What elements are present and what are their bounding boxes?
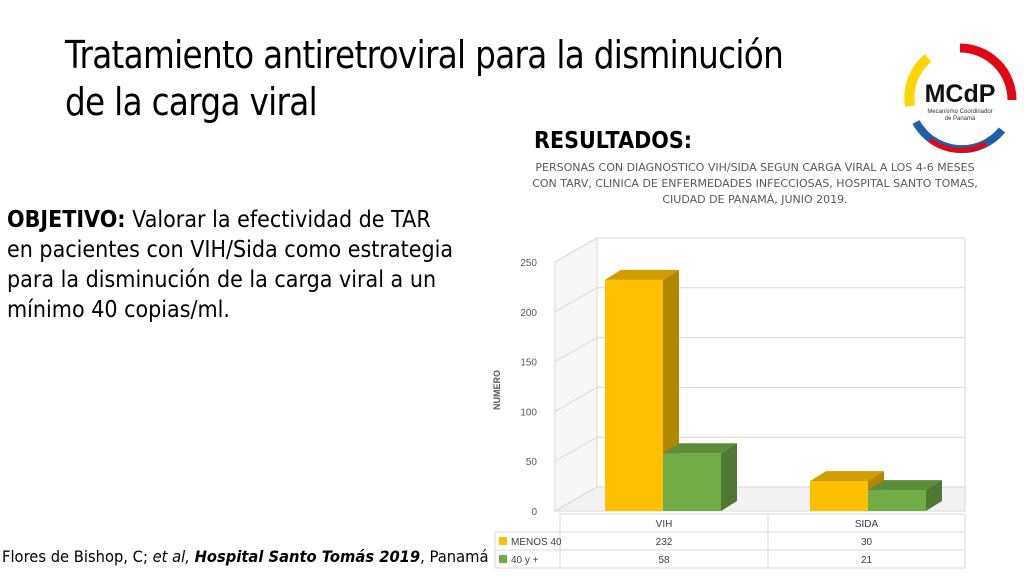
bar-top	[810, 471, 884, 482]
y-tick-label: 100	[520, 407, 537, 418]
logo-blue-arc	[912, 119, 1006, 154]
chart-title-line-2: CON TARV, CLINICA DE ENFERMEDADES INFECC…	[532, 177, 978, 190]
logo-subtitle-2: de Panamá	[945, 116, 976, 122]
x-tick-label: VIH	[656, 519, 673, 530]
data-label: 21	[861, 555, 873, 566]
gridline-50	[554, 436, 965, 462]
legend-label: MENOS 40	[511, 537, 562, 548]
citation: Flores de Bishop, C; et al, Hospital San…	[2, 547, 488, 566]
data-label: 30	[861, 537, 873, 548]
bar-front	[868, 490, 926, 511]
gridline-150	[554, 337, 965, 363]
mcdp-logo: MCdP Mecanismo Coordinador de Panamá	[904, 43, 1017, 154]
slide-title: Tratamiento antiretroviral para la dismi…	[65, 32, 787, 126]
citation-author: Flores de Bishop, C;	[2, 547, 153, 566]
data-label: 58	[658, 555, 670, 566]
gridline-250	[554, 237, 965, 263]
logo-text: MCdP	[925, 80, 996, 108]
legend-swatch	[499, 555, 507, 563]
table-header-row	[559, 513, 966, 533]
table-row	[494, 549, 966, 569]
legend-label: 40 y +	[511, 555, 539, 566]
viral-load-chart: 0 50 100 150 200 250 NUMERO VIH SIDA MENOS 40 232 3…	[492, 237, 966, 569]
citation-source: Hospital Santo Tomás 2019	[194, 547, 421, 566]
logo-subtitle-1: Mecanismo Coordinador	[927, 109, 992, 115]
table-row	[494, 531, 966, 551]
bar-top	[663, 443, 737, 454]
bar-side	[721, 443, 737, 511]
bar-top	[605, 269, 679, 280]
bar-front	[605, 279, 663, 511]
gridline-100	[554, 386, 965, 412]
y-tick-label: 50	[526, 457, 538, 468]
results-heading: RESULTADOS:	[534, 128, 693, 154]
gridline-200	[554, 287, 965, 313]
objective-paragraph: OBJETIVO: Valorar la efectividad de TAR …	[7, 205, 457, 325]
y-tick-label: 150	[520, 358, 537, 369]
title-line-2: de la carga viral	[65, 80, 318, 124]
y-tick-label: 200	[520, 308, 537, 319]
citation-place: , Panamá	[420, 547, 489, 566]
chart-title-line-1: PERSONAS CON DIAGNOSTICO VIH/SIDA SEGUN …	[535, 161, 975, 174]
chart-title: PERSONAS CON DIAGNOSTICO VIH/SIDA SEGUN …	[520, 160, 990, 208]
logo-red-arc	[959, 43, 1017, 101]
data-label: 232	[656, 537, 673, 548]
bar-front	[810, 481, 868, 511]
bar-side	[926, 480, 942, 511]
legend-swatch	[499, 537, 507, 545]
y-axis-label: NUMERO	[492, 370, 502, 410]
logo-red-arc-lower	[928, 137, 988, 153]
bar-front	[663, 453, 721, 511]
objective-text: Valorar la efectividad de TAR en pacient…	[7, 207, 454, 323]
chart-title-line-3: CIUDAD DE PANAMÁ, JUNIO 2019.	[662, 193, 848, 206]
objective-label: OBJETIVO:	[7, 207, 126, 233]
logo-yellow-arc	[904, 54, 932, 107]
chart-side-wall	[554, 237, 598, 512]
citation-etal: et al,	[152, 547, 190, 566]
bar-top	[868, 480, 942, 491]
y-tick-label: 0	[531, 507, 537, 518]
x-tick-label: SIDA	[855, 519, 879, 530]
title-line-1: Tratamiento antiretroviral para la dismi…	[65, 33, 784, 77]
y-tick-label: 250	[520, 258, 537, 269]
